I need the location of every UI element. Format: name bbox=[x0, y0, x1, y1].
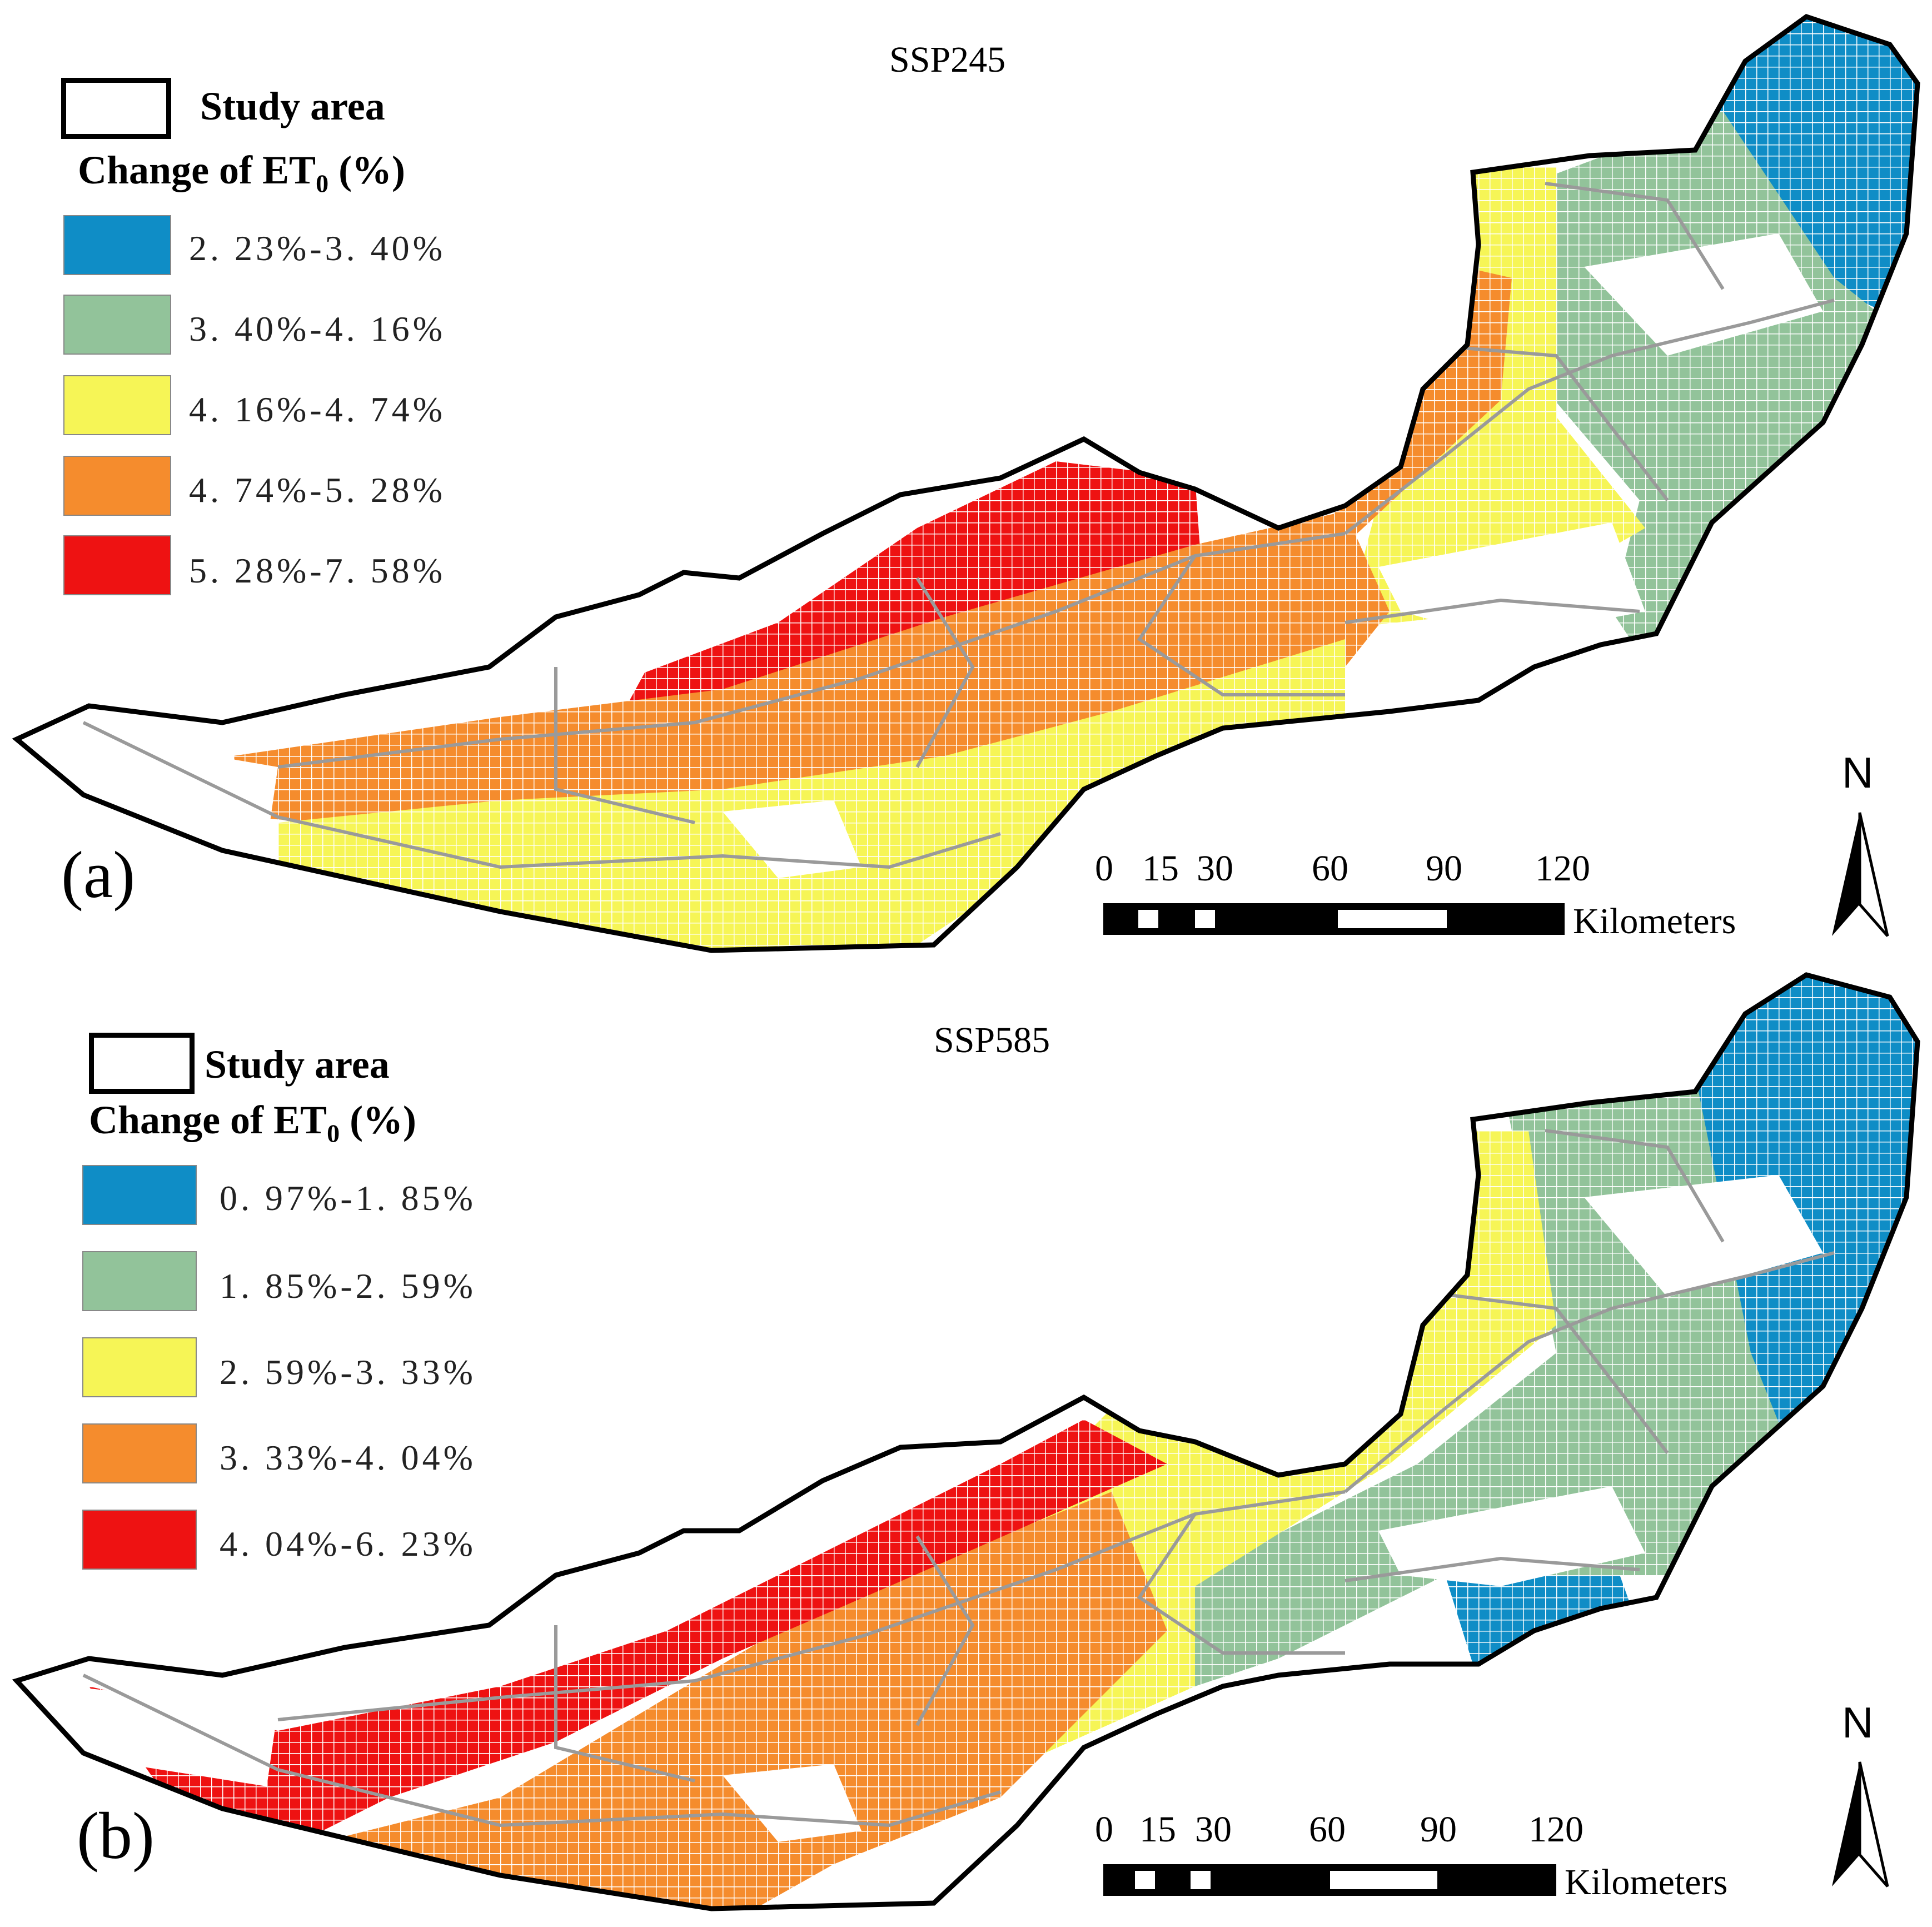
scenario-title: SSP585 bbox=[934, 1020, 1050, 1060]
legend-title: Change of ET0 (%) bbox=[78, 148, 406, 198]
scale-unit: Kilometers bbox=[1565, 1862, 1728, 1903]
legend-label-5: 5. 28%-7. 58% bbox=[189, 551, 446, 590]
study-area-legend-label: Study area bbox=[200, 84, 385, 128]
north-arrow-icon bbox=[1832, 1761, 1889, 1888]
legend-label-4: 3. 33%-4. 04% bbox=[220, 1438, 476, 1477]
scale-tick: 30 bbox=[1197, 848, 1233, 889]
scale-tick: 30 bbox=[1195, 1809, 1232, 1850]
legend-swatch-4 bbox=[82, 1423, 197, 1483]
scale-unit: Kilometers bbox=[1573, 901, 1736, 942]
scale-bar bbox=[1103, 903, 1565, 935]
study-area-map bbox=[12, 972, 1920, 1911]
legend-label-1: 2. 23%-3. 40% bbox=[189, 228, 446, 268]
legend-swatch-2 bbox=[63, 295, 171, 355]
scale-tick: 60 bbox=[1312, 848, 1348, 889]
scale-tick: 15 bbox=[1139, 1809, 1176, 1850]
scale-tick: 90 bbox=[1426, 848, 1462, 889]
study-area-legend-swatch bbox=[89, 1033, 195, 1094]
map-panel-a: SSP245 Study area Change of ET0 (%) 2. 2… bbox=[0, 0, 1932, 963]
north-label: N bbox=[1842, 748, 1874, 797]
legend-title: Change of ET0 (%) bbox=[89, 1098, 417, 1148]
north-arrow-icon bbox=[1832, 812, 1889, 937]
legend-swatch-4 bbox=[63, 456, 171, 516]
scale-tick: 0 bbox=[1095, 848, 1113, 889]
study-area-outline bbox=[12, 972, 1920, 1911]
legend-label-2: 3. 40%-4. 16% bbox=[189, 309, 446, 348]
study-area-legend-label: Study area bbox=[205, 1042, 390, 1087]
legend-swatch-5 bbox=[63, 535, 171, 595]
scenario-title: SSP245 bbox=[889, 39, 1006, 80]
legend-swatch-5 bbox=[82, 1510, 197, 1570]
legend-label-2: 1. 85%-2. 59% bbox=[220, 1266, 476, 1306]
legend-swatch-1 bbox=[63, 215, 171, 275]
admin-boundaries bbox=[82, 182, 1835, 869]
legend-label-4: 4. 74%-5. 28% bbox=[189, 470, 446, 510]
study-area-legend-swatch bbox=[61, 78, 171, 139]
admin-boundaries bbox=[82, 1129, 1835, 1828]
scale-bar bbox=[1103, 1864, 1556, 1896]
study-area-map bbox=[12, 13, 1920, 953]
map-panel-b: SSP585 Study area Change of ET0 (%) 0. 9… bbox=[0, 964, 1932, 1927]
legend-label-3: 4. 16%-4. 74% bbox=[189, 390, 446, 429]
legend-swatch-2 bbox=[82, 1251, 197, 1311]
scale-tick: 60 bbox=[1309, 1809, 1346, 1850]
legend-label-1: 0. 97%-1. 85% bbox=[220, 1178, 476, 1218]
legend-swatch-3 bbox=[63, 375, 171, 435]
panel-label: (b) bbox=[77, 1799, 155, 1873]
legend-swatch-3 bbox=[82, 1337, 197, 1397]
legend-swatch-1 bbox=[82, 1165, 197, 1225]
legend-label-3: 2. 59%-3. 33% bbox=[220, 1352, 476, 1392]
study-area-outline bbox=[12, 13, 1920, 953]
scale-tick: 90 bbox=[1420, 1809, 1457, 1850]
scale-tick: 0 bbox=[1095, 1809, 1113, 1850]
scale-tick: 15 bbox=[1142, 848, 1179, 889]
scale-tick: 120 bbox=[1528, 1809, 1584, 1850]
scale-tick: 120 bbox=[1535, 848, 1590, 889]
panel-label: (a) bbox=[61, 838, 136, 912]
north-label: N bbox=[1842, 1698, 1874, 1747]
legend-label-5: 4. 04%-6. 23% bbox=[220, 1524, 476, 1563]
